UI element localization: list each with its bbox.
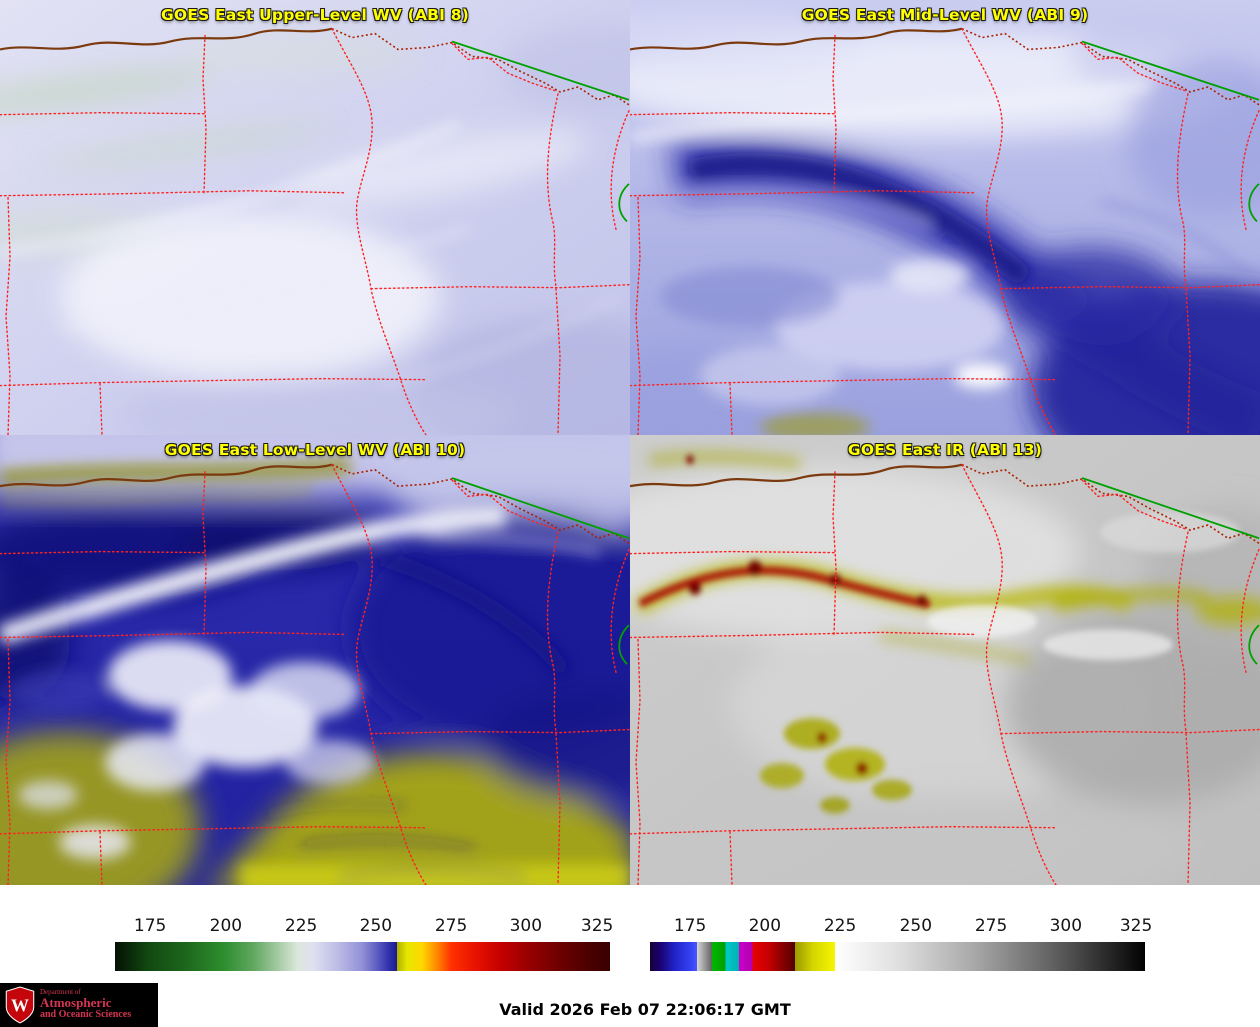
ir-colorbar-gradient <box>650 942 1145 971</box>
colorbar-tick-label: 300 <box>1049 916 1083 936</box>
panel-title: GOES East Low-Level WV (ABI 10) <box>164 441 466 459</box>
uw-crest-icon: W <box>5 986 35 1024</box>
panel-mid-level-wv: GOES East Mid-Level WV (ABI 9) <box>630 0 1260 435</box>
panel-upper-level-wv: GOES East Upper-Level WV (ABI 8) <box>0 0 630 435</box>
colorbar-tick-label: 300 <box>509 916 543 936</box>
valid-time-label: Valid 2026 Feb 07 22:06:17 GMT <box>499 1000 791 1019</box>
wv-colorbar-ticks: 175 200 225 250 275 300 325 <box>115 915 614 942</box>
wv-colorbar-gradient <box>115 942 610 971</box>
panel-title: GOES East IR (ABI 13) <box>847 441 1043 459</box>
footer: 175 200 225 250 275 300 325 175 200 225 250 275 300… <box>0 885 1260 1027</box>
uw-monogram: W <box>11 995 29 1015</box>
colorbar-tick-label: 175 <box>133 916 167 936</box>
colorbar-tick-label: 275 <box>974 916 1008 936</box>
logo-name-line2: and Oceanic Sciences <box>40 1009 132 1021</box>
low-level-wv-image <box>0 435 630 885</box>
cloud-filaments <box>0 459 630 885</box>
uw-aos-logo: W Department of Atmospheric and Oceanic … <box>0 983 158 1027</box>
panel-grid: GOES East Upper-Level WV (ABI 8) <box>0 0 1260 885</box>
colorbar-tick-label: 325 <box>1119 916 1153 936</box>
ir-colorbar: 175 200 225 250 275 300 325 <box>650 915 1152 971</box>
cloud-field <box>0 24 630 435</box>
colorbar-tick-label: 225 <box>284 916 318 936</box>
panel-title: GOES East Upper-Level WV (ABI 8) <box>160 6 470 24</box>
colorbar-tick-label: 200 <box>209 916 243 936</box>
cloud-filaments <box>0 120 622 389</box>
logo-text: Department of Atmospheric and Oceanic Sc… <box>40 987 132 1021</box>
mid-level-wv-image <box>630 0 1260 435</box>
ir-image <box>630 435 1260 885</box>
upper-level-wv-image <box>0 0 630 435</box>
colorbar-tick-label: 200 <box>748 916 782 936</box>
colorbar-tick-label: 225 <box>823 916 857 936</box>
colorbar-tick-label: 250 <box>359 916 393 936</box>
panel-title: GOES East Mid-Level WV (ABI 9) <box>801 6 1089 24</box>
colorbar-tick-label: 275 <box>434 916 468 936</box>
ir-colorbar-ticks: 175 200 225 250 275 300 325 <box>650 915 1152 942</box>
logo-name-line1: Atmospheric <box>40 995 112 1011</box>
panel-ir: GOES East IR (ABI 13) <box>630 435 1260 885</box>
logo-dept-line: Department of <box>40 987 81 996</box>
colorbar-tick-label: 175 <box>673 916 707 936</box>
wv-colorbar: 175 200 225 250 275 300 325 <box>115 915 614 971</box>
colorbar-tick-label: 325 <box>580 916 614 936</box>
panel-low-level-wv: GOES East Low-Level WV (ABI 10) <box>0 435 630 885</box>
colorbar-tick-label: 250 <box>899 916 933 936</box>
cold-cloud-cores <box>638 455 1240 814</box>
